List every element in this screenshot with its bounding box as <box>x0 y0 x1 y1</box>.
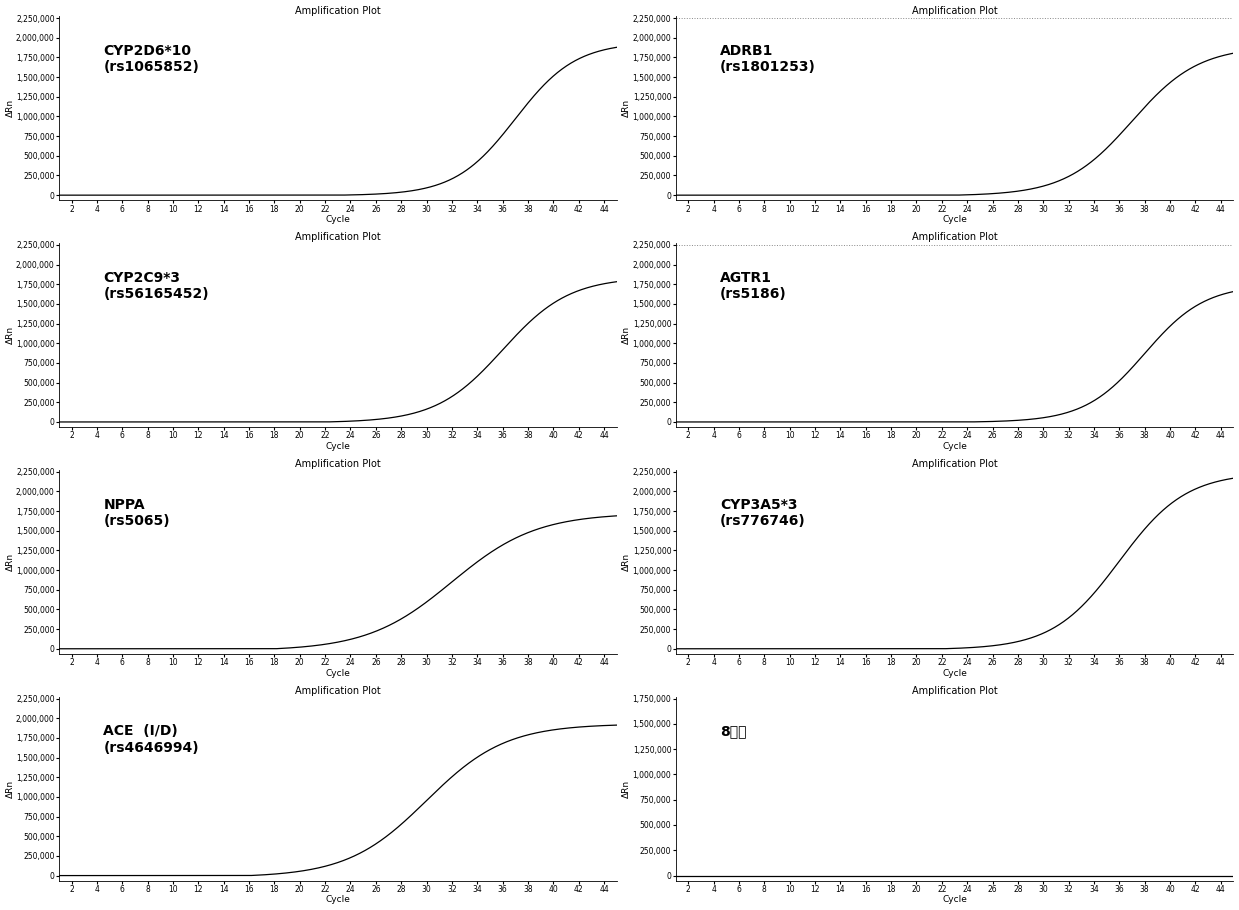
Y-axis label: ΔRn: ΔRn <box>622 780 632 798</box>
Text: CYP3A5*3
(rs776746): CYP3A5*3 (rs776746) <box>720 498 805 528</box>
X-axis label: Cycle: Cycle <box>326 895 351 905</box>
Title: Amplification Plot: Amplification Plot <box>912 5 997 15</box>
Title: Amplification Plot: Amplification Plot <box>295 460 380 470</box>
X-axis label: Cycle: Cycle <box>326 669 351 678</box>
Title: Amplification Plot: Amplification Plot <box>295 686 380 696</box>
X-axis label: Cycle: Cycle <box>326 442 351 450</box>
Text: ACE  (I/D)
(rs4646994): ACE (I/D) (rs4646994) <box>104 724 199 754</box>
Text: 8号管: 8号管 <box>720 724 747 738</box>
X-axis label: Cycle: Cycle <box>326 215 351 224</box>
Text: CYP2C9*3
(rs56165452): CYP2C9*3 (rs56165452) <box>104 271 209 301</box>
Title: Amplification Plot: Amplification Plot <box>912 460 997 470</box>
Y-axis label: ΔRn: ΔRn <box>5 326 15 344</box>
Text: CYP2D6*10
(rs1065852): CYP2D6*10 (rs1065852) <box>104 44 199 74</box>
Y-axis label: ΔRn: ΔRn <box>622 553 632 571</box>
Text: ADRB1
(rs1801253): ADRB1 (rs1801253) <box>720 44 817 74</box>
X-axis label: Cycle: Cycle <box>942 442 966 450</box>
Title: Amplification Plot: Amplification Plot <box>295 232 380 242</box>
Y-axis label: ΔRn: ΔRn <box>5 99 15 117</box>
Y-axis label: ΔRn: ΔRn <box>5 553 15 571</box>
Title: Amplification Plot: Amplification Plot <box>912 232 997 242</box>
Y-axis label: ΔRn: ΔRn <box>5 780 15 798</box>
X-axis label: Cycle: Cycle <box>942 215 966 224</box>
Text: NPPA
(rs5065): NPPA (rs5065) <box>104 498 170 528</box>
Title: Amplification Plot: Amplification Plot <box>912 686 997 696</box>
Y-axis label: ΔRn: ΔRn <box>622 326 632 344</box>
Title: Amplification Plot: Amplification Plot <box>295 5 380 15</box>
Y-axis label: ΔRn: ΔRn <box>622 99 632 117</box>
Text: AGTR1
(rs5186): AGTR1 (rs5186) <box>720 271 787 301</box>
X-axis label: Cycle: Cycle <box>942 669 966 678</box>
X-axis label: Cycle: Cycle <box>942 895 966 905</box>
